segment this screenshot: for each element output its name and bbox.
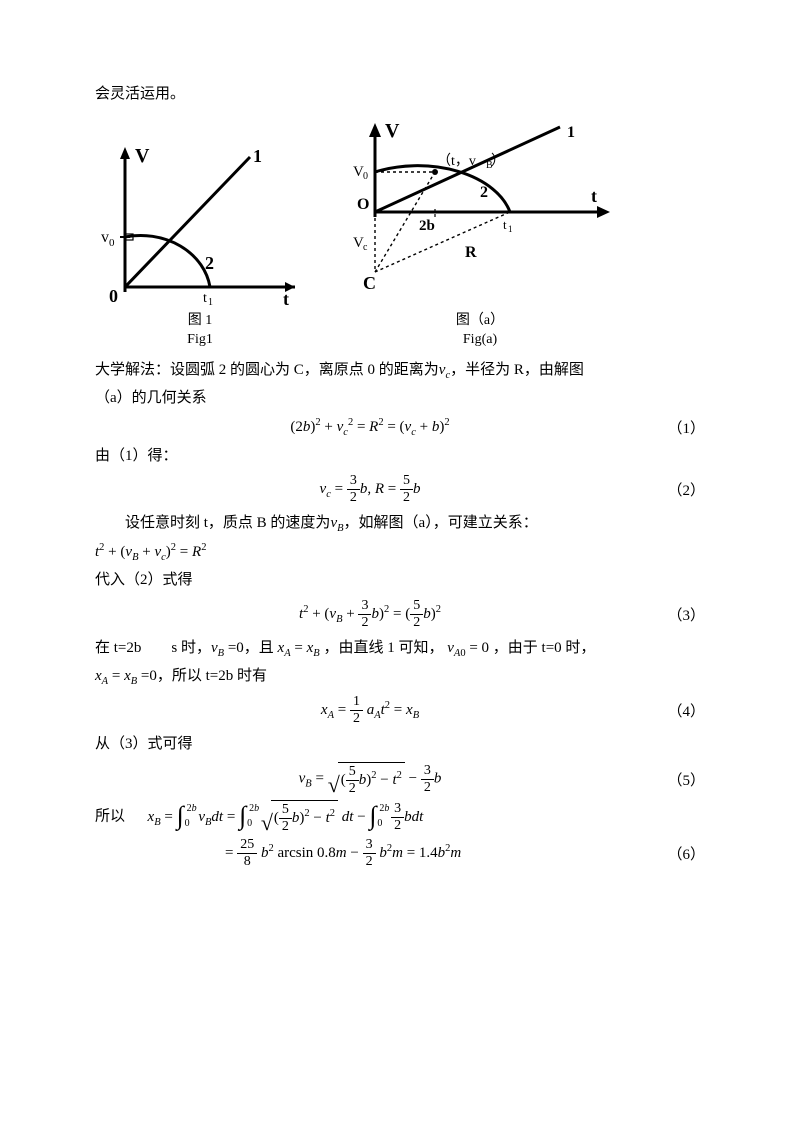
eq1-num: （1） <box>645 417 705 438</box>
p5-e: ，由于 t=0 时， <box>493 640 596 656</box>
svg-text:0: 0 <box>363 171 368 182</box>
svg-text:2b: 2b <box>419 218 435 234</box>
svg-text:V: V <box>135 145 150 167</box>
eq4-num: （4） <box>645 700 705 721</box>
p5-d: ，由直线 1 可知， <box>323 640 443 656</box>
p6-a: =0，所以 t=2b 时有 <box>141 668 267 684</box>
eq5-num: （5） <box>645 769 705 790</box>
fig1-cap-cn: 图 1 <box>188 313 213 328</box>
figa-cap-en: Fig(a) <box>463 332 497 347</box>
para-6: xA = xB =0，所以 t=2b 时有 <box>95 662 705 691</box>
p5-b: s 时， <box>171 640 211 656</box>
svg-text:c: c <box>363 242 368 253</box>
svg-text:O: O <box>357 196 369 213</box>
svg-text:t: t <box>591 186 597 206</box>
svg-text:C: C <box>363 273 376 293</box>
para-7: 从（3）式可得 <box>95 730 705 759</box>
svg-text:1: 1 <box>208 297 213 307</box>
svg-text:t: t <box>283 289 289 307</box>
p5-a: 在 t=2b <box>95 640 141 656</box>
eq3-body: t2 + (vB + 32b)2 = (52b)2 <box>95 599 645 630</box>
svg-text:0: 0 <box>109 286 118 306</box>
p1-b: ，半径为 R，由解图 <box>450 362 584 378</box>
para-1c: （a）的几何关系 <box>95 384 705 413</box>
p3-b: ，如解图（a），可建立关系： <box>344 515 538 531</box>
figure-a: V t O V 0 V c （t，v B ） 2 1 2b t 1 R C <box>335 117 625 307</box>
equation-5: vB = √(52b)2 − t2 − 32b （5） <box>95 762 705 796</box>
figure-1: V t 0 v 0 t 1 1 2 <box>95 137 305 307</box>
figa-cap-cn: 图（a） <box>456 313 504 328</box>
figure-caption-row: 图 1 Fig1 图（a） Fig(a) <box>95 311 705 350</box>
page-root: 会灵活运用。 V t 0 v 0 <box>0 0 800 913</box>
svg-text:v: v <box>101 229 109 246</box>
eq2-body: vc = 32b, R = 52b <box>95 474 645 505</box>
fig1-cap-en: Fig1 <box>187 332 213 347</box>
svg-text:1: 1 <box>253 146 262 166</box>
svg-text:t: t <box>503 217 507 232</box>
eq1-body: (2b)2 + vc2 = R2 = (vc + b)2 <box>95 419 645 436</box>
p5-c: =0，且 <box>228 640 274 656</box>
eq4-body: xA = 12 aAt2 = xB <box>95 695 645 726</box>
fig1-svg: V t 0 v 0 t 1 1 2 <box>95 137 305 307</box>
svg-text:t: t <box>203 291 207 306</box>
svg-text:）: ） <box>491 153 505 169</box>
svg-text:1: 1 <box>567 124 575 141</box>
svg-text:R: R <box>465 244 477 261</box>
figa-svg: V t O V 0 V c （t，v B ） 2 1 2b t 1 R C <box>335 117 625 307</box>
eq6-num: （6） <box>645 843 705 864</box>
para-5: 在 t=2b s 时，vB =0，且 xA = xB ，由直线 1 可知， vA… <box>95 634 705 663</box>
figure-row: V t 0 v 0 t 1 1 2 <box>95 117 705 307</box>
eq5-body: vB = √(52b)2 − t2 − 32b <box>95 762 645 796</box>
equation-2: vc = 32b, R = 52b （2） <box>95 474 705 505</box>
figa-caption: 图（a） Fig(a) <box>335 311 625 350</box>
para-2: 由（1）得： <box>95 442 705 471</box>
top-line: 会灵活运用。 <box>95 80 705 109</box>
equation-3: t2 + (vB + 32b)2 = (52b)2 （3） <box>95 599 705 630</box>
eq6-body: = 258 b2 arcsin 0.8m − 32 b2m = 1.4b2m <box>95 838 645 869</box>
svg-text:V: V <box>385 120 400 142</box>
equation-6: = 258 b2 arcsin 0.8m − 32 b2m = 1.4b2m （… <box>95 838 705 869</box>
svg-text:1: 1 <box>508 224 513 234</box>
svg-text:2: 2 <box>205 253 214 273</box>
para-4: 代入（2）式得 <box>95 566 705 595</box>
para-8: 所以 xB = ∫2b0 vBdt = ∫2b0 √(52b)2 − t2 dt… <box>95 800 705 834</box>
p3-a: 设任意时刻 t，质点 B 的速度为 <box>125 515 330 531</box>
p8-a: 所以 <box>95 809 125 825</box>
p1-a: 大学解法：设圆弧 2 的圆心为 C，离原点 0 的距离为 <box>95 362 439 378</box>
equation-4: xA = 12 aAt2 = xB （4） <box>95 695 705 726</box>
eq2-num: （2） <box>645 479 705 500</box>
svg-text:0: 0 <box>109 237 115 249</box>
svg-text:2: 2 <box>480 184 488 201</box>
eq3pre: t2 + (vB + vc)2 = R2 <box>95 538 705 567</box>
para-1: 大学解法：设圆弧 2 的圆心为 C，离原点 0 的距离为vc，半径为 R，由解图 <box>95 356 705 385</box>
equation-1: (2b)2 + vc2 = R2 = (vc + b)2 （1） <box>95 417 705 438</box>
fig1-caption: 图 1 Fig1 <box>95 311 305 350</box>
para-3: 设任意时刻 t，质点 B 的速度为vB，如解图（a），可建立关系： <box>95 509 705 538</box>
svg-text:（t，v: （t，v <box>437 153 476 169</box>
eq3-num: （3） <box>645 604 705 625</box>
